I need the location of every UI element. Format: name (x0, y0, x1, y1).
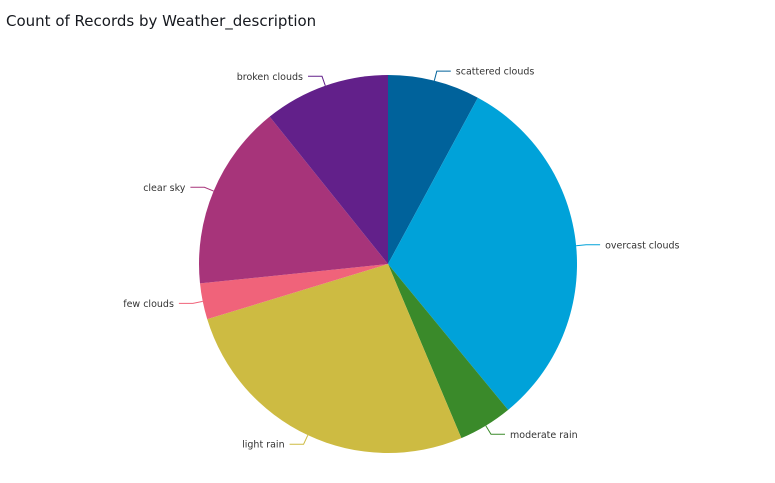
slice-label: clear sky (143, 183, 186, 194)
slice-label: moderate rain (510, 430, 578, 441)
leader-line (576, 244, 601, 247)
leader-line (308, 75, 326, 86)
leader-line (289, 434, 309, 445)
leader-line (178, 300, 203, 304)
pie-slice-moderate-rain[interactable] (388, 264, 509, 439)
pie-slice-clear-sky[interactable] (199, 116, 388, 284)
pie-slice-light-rain[interactable] (207, 264, 462, 453)
pie-slice-scattered-clouds[interactable] (388, 75, 478, 264)
pie-slices (199, 75, 578, 453)
slice-label: broken clouds (237, 72, 303, 83)
pie-slice-few-clouds[interactable] (200, 264, 388, 320)
slice-label: light rain (242, 440, 284, 451)
pie-slice-broken-clouds[interactable] (269, 75, 388, 264)
leader-line (190, 186, 214, 192)
leader-line (485, 425, 505, 435)
chart-title: Count of Records by Weather_description (6, 12, 317, 30)
leader-line (433, 70, 451, 81)
slice-label: overcast clouds (605, 240, 679, 251)
slice-label: few clouds (123, 299, 174, 310)
pie-labels: scattered clouds overcast clouds moderate … (123, 67, 679, 451)
pie-slice-overcast-clouds[interactable] (388, 97, 578, 410)
slice-label: scattered clouds (456, 67, 535, 78)
